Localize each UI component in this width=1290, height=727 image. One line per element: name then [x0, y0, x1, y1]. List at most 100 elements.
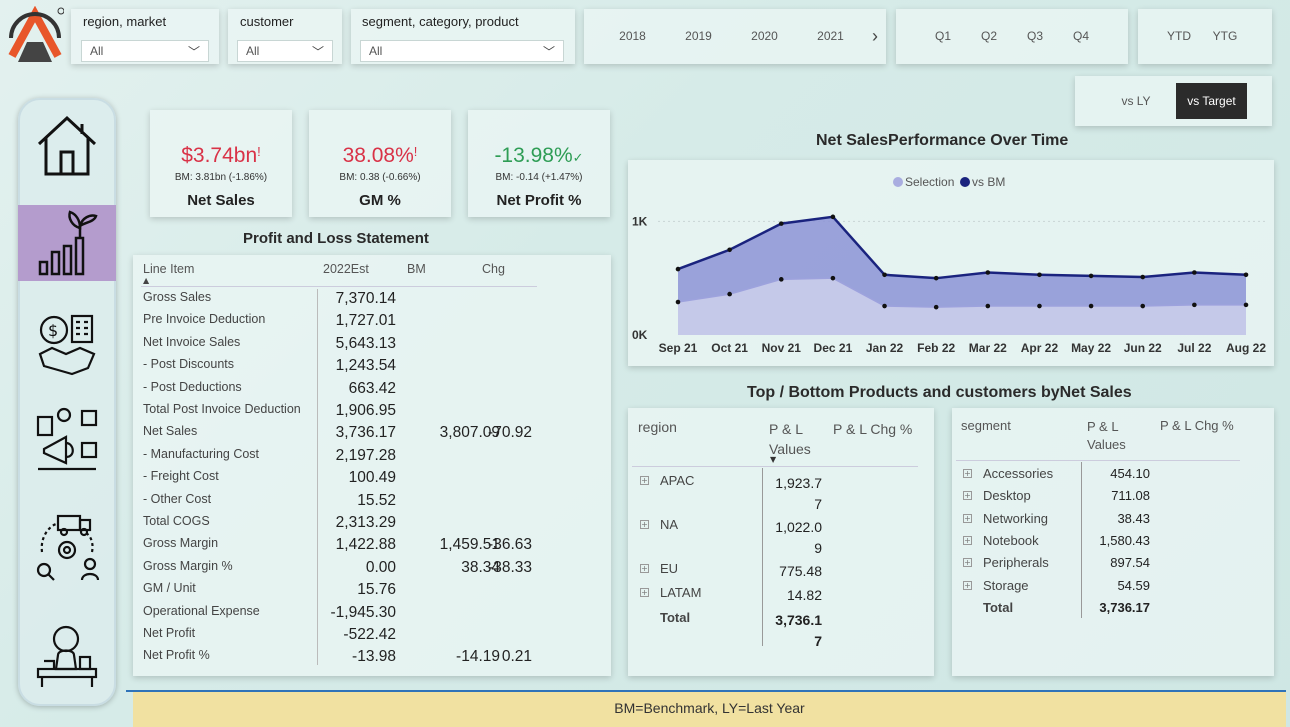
line-item: Gross Sales: [143, 290, 212, 304]
data-point: [727, 247, 732, 253]
chevron-right-icon[interactable]: ›: [872, 26, 878, 46]
column-header-segment[interactable]: segment: [961, 418, 1011, 433]
table-row[interactable]: Net Profit % -13.98 -14.19 0.21: [133, 648, 603, 670]
header-divider: [141, 286, 537, 287]
segment-name: Accessories: [983, 466, 1054, 481]
y-tick-label: 1K: [632, 214, 648, 228]
header-divider: [956, 460, 1240, 461]
nav-marketing[interactable]: [18, 400, 116, 480]
table-row[interactable]: Gross Margin % 0.00 38.34 -38.33: [133, 559, 603, 581]
sort-ascending-icon[interactable]: ▲: [143, 276, 150, 285]
table-row[interactable]: Net Invoice Sales 5,643.13: [133, 335, 603, 357]
table-row[interactable]: Total Post Invoice Deduction 1,906.95: [133, 402, 603, 424]
est-value: 2,313.29: [335, 514, 396, 531]
segment-name: Storage: [983, 577, 1029, 593]
nav-executive[interactable]: [18, 616, 116, 696]
table-row[interactable]: Net Profit -522.42: [133, 626, 603, 648]
nav-sales[interactable]: $: [18, 303, 116, 383]
column-header-chg[interactable]: P & L Chg %: [1160, 418, 1234, 433]
table-row[interactable]: Total COGS 2,313.29: [133, 514, 603, 536]
year-2018-button[interactable]: 2018: [619, 29, 646, 43]
customer-dropdown[interactable]: All ﹀: [237, 40, 333, 62]
column-header-region[interactable]: region: [638, 419, 677, 435]
pnl-table[interactable]: Line Item 2022Est BM Chg ▲ Gross Sales 7,…: [133, 255, 611, 676]
region-value: 775.48: [779, 563, 822, 579]
quarter-q4-button[interactable]: Q4: [1072, 29, 1089, 43]
line-item: - Freight Cost: [143, 469, 219, 484]
x-tick-label: Sep 21: [659, 341, 698, 355]
column-header-est[interactable]: 2022Est: [323, 262, 369, 276]
table-row[interactable]: - Freight Cost 100.49: [133, 469, 603, 491]
est-value: -1,945.30: [330, 603, 397, 621]
chevron-down-icon: ﹀: [187, 45, 200, 59]
year-2021-button[interactable]: 2021: [817, 29, 844, 43]
table-row[interactable]: - Post Deductions 663.42: [133, 380, 603, 402]
table-row[interactable]: - Post Discounts 1,243.54: [133, 357, 603, 379]
quarter-q3-button[interactable]: Q3: [1026, 29, 1043, 43]
data-point: [1192, 302, 1197, 308]
segment-dropdown[interactable]: All ﹀: [360, 40, 564, 62]
bm-value: 38.34: [461, 558, 500, 576]
line-item: Net Sales: [143, 424, 198, 439]
expand-icon[interactable]: +: [963, 558, 972, 568]
expand-icon[interactable]: +: [963, 491, 972, 501]
expand-icon[interactable]: +: [640, 564, 649, 573]
expand-icon[interactable]: +: [963, 469, 972, 478]
table-row[interactable]: - Manufacturing Cost 2,197.28: [133, 447, 603, 469]
kpi-benchmark: BM: -0.14 (+1.47%): [495, 172, 583, 183]
chart-title: Net SalesPerformance Over Time: [816, 132, 1069, 149]
ytg-button[interactable]: YTG: [1212, 29, 1238, 43]
x-tick-label: Jan 22: [866, 341, 904, 355]
legend-label-vs-bm: vs BM: [972, 175, 1005, 189]
sort-descending-icon[interactable]: ▼: [770, 455, 777, 464]
customer-filter-label: customer: [240, 14, 294, 29]
vs-ly-button[interactable]: vs LY: [1121, 94, 1151, 108]
quarter-q1-button[interactable]: Q1: [934, 29, 951, 43]
vs-target-button[interactable]: vs Target: [1176, 83, 1247, 119]
x-tick-label: Dec 21: [814, 341, 853, 355]
nav-finance[interactable]: [18, 205, 116, 281]
table-row[interactable]: Net Sales 3,736.17 3,807.09 -70.92: [133, 424, 603, 446]
line-item: Pre Invoice Deduction: [143, 312, 266, 327]
bm-value: 1,459.51: [439, 536, 500, 554]
expand-icon[interactable]: +: [640, 476, 649, 485]
expand-icon[interactable]: +: [963, 535, 972, 545]
warning-icon: !: [257, 144, 261, 159]
supply-chain-icon: [36, 514, 100, 581]
est-value: 1,243.54: [335, 357, 396, 375]
region-name: LATAM: [660, 585, 702, 600]
table-row[interactable]: Gross Margin 1,422.88 1,459.51 -36.63: [133, 536, 603, 558]
region-dropdown[interactable]: All ﹀: [81, 40, 209, 62]
nav-supply-chain[interactable]: [18, 508, 116, 588]
year-2020-button[interactable]: 2020: [751, 29, 778, 43]
kpi-value: -13.98%✓: [494, 144, 584, 167]
total-label: Total: [983, 600, 1014, 615]
expand-icon[interactable]: +: [640, 588, 649, 597]
column-header-bm[interactable]: BM: [407, 262, 426, 276]
ytd-button[interactable]: YTD: [1167, 29, 1191, 43]
table-row[interactable]: Pre Invoice Deduction 1,727.01: [133, 312, 603, 334]
table-row[interactable]: GM / Unit 15.76: [133, 581, 603, 603]
expand-icon[interactable]: +: [640, 520, 649, 529]
expand-icon[interactable]: +: [963, 580, 972, 590]
column-header-chg[interactable]: P & L Chg %: [833, 421, 913, 437]
table-row[interactable]: Operational Expense -1,945.30: [133, 604, 603, 626]
nav-home[interactable]: [18, 105, 116, 185]
column-header-line-item[interactable]: Line Item: [143, 262, 195, 276]
est-value: 1,422.88: [335, 536, 396, 554]
column-header-chg[interactable]: Chg: [482, 262, 505, 276]
column-header-values[interactable]: P & L Values: [1087, 419, 1126, 452]
column-header-values[interactable]: P & L Values: [769, 421, 811, 457]
segment-value: 38.43: [1117, 510, 1150, 526]
footer-line: [126, 690, 1286, 692]
est-value: 15.76: [357, 581, 396, 599]
column-divider: [1081, 462, 1082, 618]
expand-icon[interactable]: +: [963, 513, 972, 523]
quarter-q2-button[interactable]: Q2: [980, 29, 997, 43]
est-value: 5,643.13: [335, 334, 396, 352]
table-row[interactable]: Gross Sales 7,370.14: [133, 290, 603, 312]
table-row[interactable]: - Other Cost 15.52: [133, 492, 603, 514]
line-item: Total COGS: [143, 514, 210, 528]
year-2019-button[interactable]: 2019: [685, 29, 712, 43]
data-point: [675, 266, 681, 272]
